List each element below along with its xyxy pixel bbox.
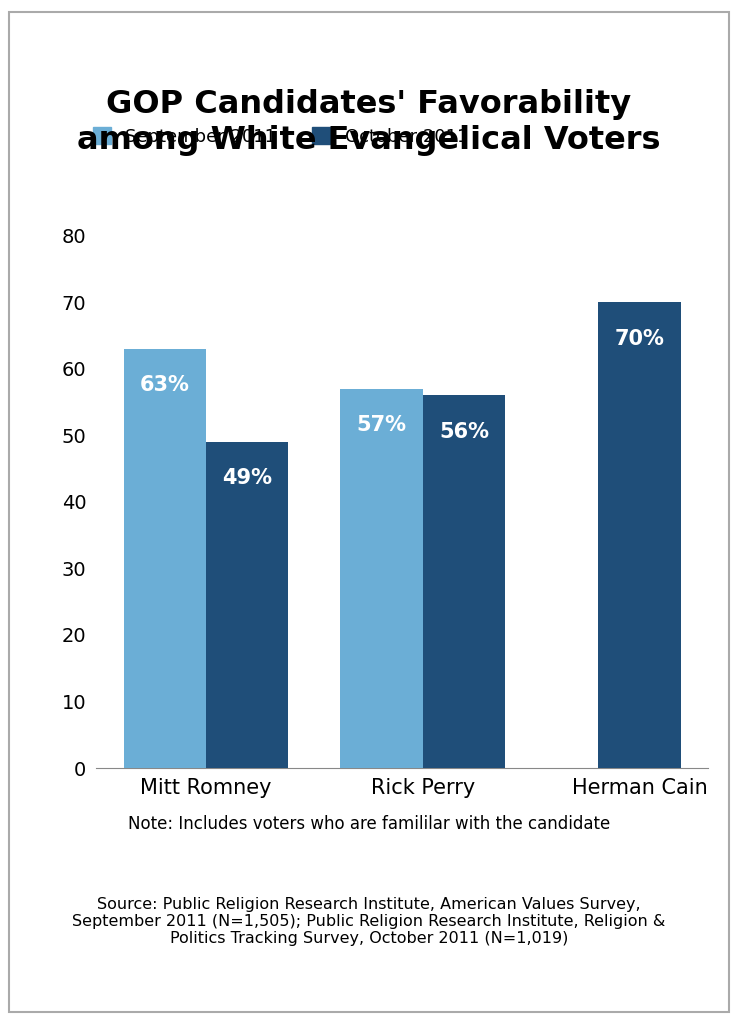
Text: 63%: 63% <box>140 376 190 395</box>
Text: 70%: 70% <box>615 329 664 349</box>
Bar <box>599 302 680 768</box>
Bar <box>340 388 423 768</box>
Text: Note: Includes voters who are famililar with the candidate: Note: Includes voters who are famililar … <box>128 815 610 834</box>
Text: GOP Candidates' Favorability
among White Evangelical Voters: GOP Candidates' Favorability among White… <box>77 89 661 157</box>
Bar <box>206 442 289 768</box>
Text: 56%: 56% <box>439 422 489 442</box>
Text: Source: Public Religion Research Institute, American Values Survey,
September 20: Source: Public Religion Research Institu… <box>72 897 666 946</box>
Legend: September 2011, October 2011: September 2011, October 2011 <box>93 127 468 145</box>
Text: 49%: 49% <box>222 469 272 488</box>
Bar <box>124 348 206 768</box>
Text: 57%: 57% <box>356 416 407 435</box>
Bar <box>423 395 505 768</box>
